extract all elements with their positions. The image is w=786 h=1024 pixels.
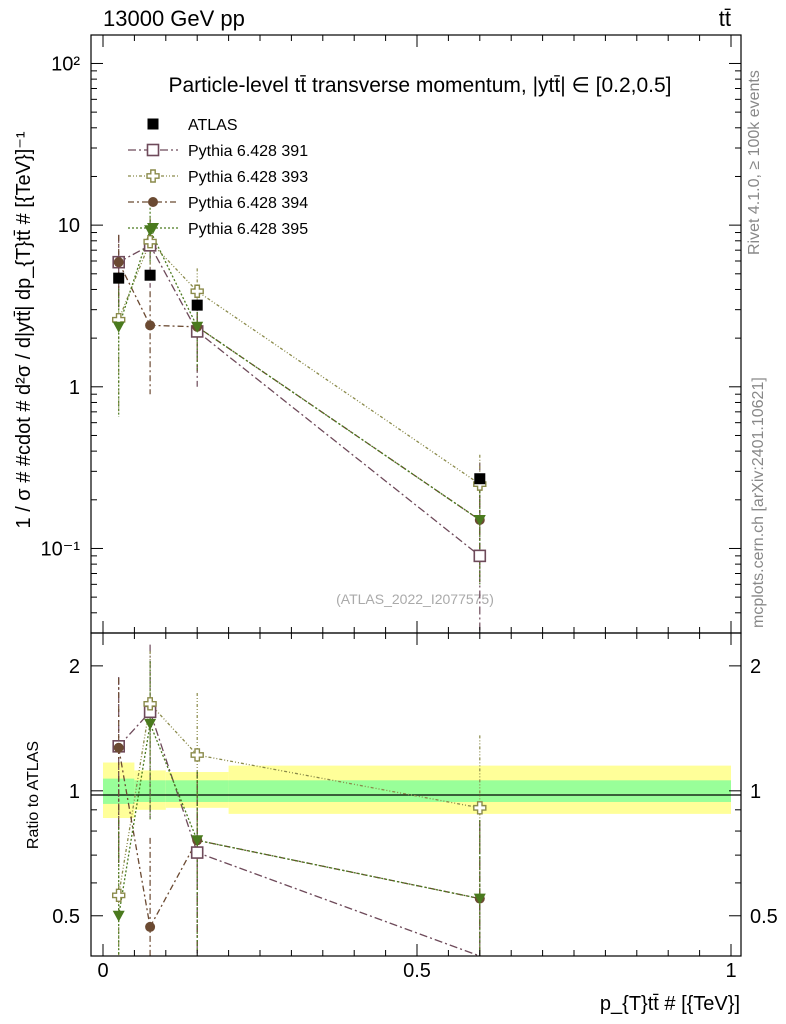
header-left: 13000 GeV pp	[103, 6, 245, 31]
p393-point	[143, 234, 157, 249]
p391-ratio-line	[118, 710, 481, 957]
p394-ratio-point	[145, 921, 156, 932]
p395-line	[118, 228, 481, 521]
x-axis-label: p_{T}tt̄ # [{TeV}]	[600, 993, 740, 1015]
ratio-series	[112, 644, 487, 957]
p393-ratio-point	[473, 801, 487, 815]
main-panel: Particle-level tt̄ transverse momentum, …	[13, 34, 742, 634]
p395-ratio-line	[118, 721, 480, 916]
rivet-label: Rivet 4.1.0, ≥ 100k events	[746, 70, 763, 255]
y-tick-label: 10⁻¹	[41, 538, 81, 560]
legend-label: Pythia 6.428 391	[188, 143, 308, 160]
legend-label: Pythia 6.428 394	[188, 195, 308, 212]
legend-label: Pythia 6.428 393	[188, 169, 308, 186]
p395-point	[112, 321, 125, 333]
ratio-frame	[90, 632, 742, 957]
x-tick-label: 1	[725, 960, 736, 982]
atlas-point	[113, 272, 125, 284]
ratio-tick-label-right: 1	[750, 781, 761, 803]
p395-ratio-point	[473, 893, 486, 905]
p393-ratio-point	[112, 888, 126, 903]
p395-ratio-point	[144, 718, 157, 730]
p391-point	[473, 549, 487, 563]
ratio-tick-label: 0.5	[52, 906, 80, 928]
p393-line	[118, 240, 481, 485]
mcplots-label: mcplots.cern.ch [arXiv:2401.10621]	[750, 377, 767, 628]
p395-point	[473, 514, 486, 526]
y-tick-label: 10	[58, 215, 80, 237]
ratio-tick-label: 2	[69, 656, 80, 678]
y-tick-label: 10²	[51, 53, 80, 75]
atlas-point	[474, 473, 486, 485]
p391-ratio-point	[190, 846, 204, 859]
ratio-panel: Ratio to ATLAS 0.5 0.5 1 1 2 2	[25, 632, 778, 957]
ratio-tick-label-right: 0.5	[750, 906, 778, 928]
p395-ratio-point	[191, 835, 204, 847]
legend-label: Pythia 6.428 395	[188, 221, 308, 238]
legend-label: ATLAS	[188, 117, 238, 134]
y-tick-label: 1	[69, 377, 80, 399]
legend-marker	[146, 169, 160, 183]
main-ylabel: 1 / σ # #cdot # d²σ / d|ytt̄| dp_{T}tt̄ …	[13, 131, 35, 528]
legend-marker	[147, 223, 159, 234]
p393-ratio-point	[190, 748, 204, 762]
p394-point	[145, 320, 156, 331]
header-right: tt̄	[719, 6, 731, 31]
main-title: Particle-level tt̄ transverse momentum, …	[168, 74, 671, 97]
p394-line	[118, 261, 481, 521]
p393-ratio-point	[143, 697, 157, 711]
p394-ratio-point	[113, 742, 124, 753]
legend-marker	[147, 118, 159, 130]
legend-marker	[148, 197, 158, 207]
p395-ratio-point	[112, 910, 125, 922]
atlas-point	[191, 299, 203, 311]
x-ticks: 0 0.5 1	[97, 35, 737, 982]
analysis-watermark: (ATLAS_2022_I2077575)	[336, 591, 494, 607]
ratio-y-ticks: 0.5 0.5 1 1 2 2	[52, 656, 778, 928]
ratio-ylabel: Ratio to ATLAS	[25, 741, 42, 849]
ratio-tick-label-right: 2	[750, 656, 761, 678]
legend-marker	[146, 143, 160, 157]
p393-point	[190, 284, 204, 298]
x-tick-label: 0	[97, 960, 108, 982]
p394-point	[113, 257, 124, 268]
ratio-tick-label: 1	[69, 781, 80, 803]
x-tick-label: 0.5	[403, 960, 431, 982]
main-series	[112, 207, 487, 633]
legend: ATLAS Pythia 6.428 391 Pythia 6.428 393 Pyt…	[128, 117, 308, 238]
p393-ratio-line	[118, 702, 480, 896]
atlas-point	[144, 269, 156, 281]
p391-line	[118, 244, 481, 557]
main-y-ticks: 10⁻¹ 1 10 10²	[41, 53, 741, 634]
p395-point	[191, 321, 204, 333]
